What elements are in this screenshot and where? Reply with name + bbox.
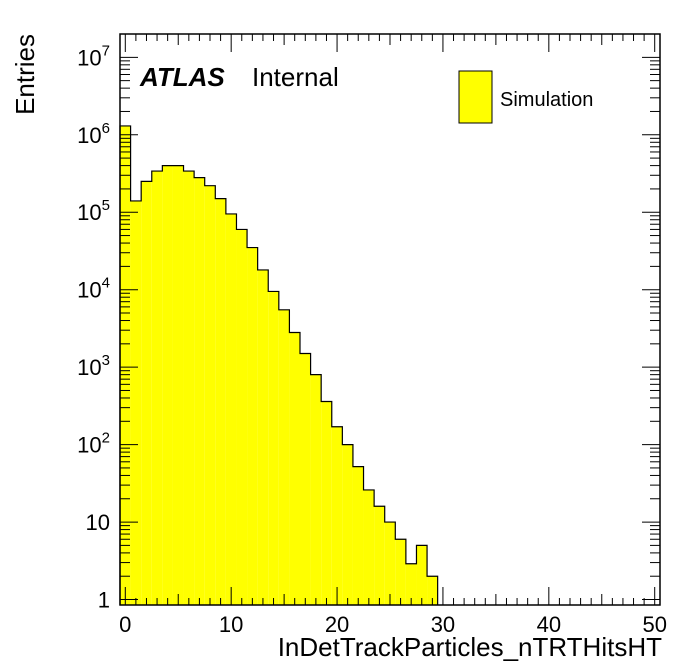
atlas-label: ATLAS xyxy=(139,62,225,92)
y-tick-label: 10 xyxy=(86,510,110,535)
y-tick-label: 103 xyxy=(77,352,110,380)
y-tick-label: 106 xyxy=(77,120,110,148)
x-tick-label: 10 xyxy=(219,612,243,637)
histogram-bar xyxy=(427,576,438,605)
histogram-bar xyxy=(405,563,417,605)
histogram-bar xyxy=(120,125,131,605)
legend-label: Simulation xyxy=(500,89,593,111)
histogram-bar xyxy=(300,353,311,605)
y-tick-label: 1 xyxy=(98,588,110,613)
histogram-bar xyxy=(384,522,396,605)
histogram-bar xyxy=(416,545,428,605)
legend-swatch xyxy=(458,70,493,124)
x-tick-label: 40 xyxy=(537,612,561,637)
histogram-bar xyxy=(331,426,343,605)
histogram-bar xyxy=(225,213,237,606)
histogram-bar xyxy=(257,269,269,605)
y-tick-label: 104 xyxy=(77,275,110,303)
x-tick-label: 20 xyxy=(325,612,349,637)
x-tick-label: 30 xyxy=(431,612,455,637)
histogram-bar xyxy=(194,177,205,605)
y-tick-labels: 1 10 102 103 104 105 106 107 xyxy=(77,42,110,612)
histogram-bars xyxy=(119,125,439,606)
histogram-bar xyxy=(151,171,163,605)
histogram-bar xyxy=(342,444,353,605)
histogram-bar xyxy=(236,229,248,605)
y-tick-label: 102 xyxy=(77,430,110,458)
histogram-bar xyxy=(183,171,195,605)
histogram-outline xyxy=(119,125,439,605)
histogram-bar xyxy=(278,309,290,605)
histogram-bar xyxy=(268,291,279,605)
histogram-bar xyxy=(130,200,142,606)
histogram-bar xyxy=(247,247,258,605)
internal-label: Internal xyxy=(252,62,339,92)
histogram-bar xyxy=(172,165,184,605)
histogram-bar xyxy=(204,185,216,605)
histogram-bar xyxy=(395,539,406,605)
histogram-bar xyxy=(310,374,322,605)
x-tick-label: 0 xyxy=(119,612,131,637)
x-axis-title: InDetTrackParticles_nTRTHitsHT xyxy=(278,632,662,662)
x-tick-label: 50 xyxy=(642,612,666,637)
histogram-bar xyxy=(141,181,152,606)
histogram-bar xyxy=(363,489,375,605)
histogram-bar xyxy=(162,165,173,605)
histogram-bar xyxy=(215,198,226,605)
x-tick-labels: 0 10 20 30 40 50 xyxy=(119,612,667,637)
y-tick-label: 105 xyxy=(77,197,110,225)
histogram-bar xyxy=(289,332,300,605)
histogram-bar xyxy=(352,466,364,605)
histogram-bar xyxy=(321,401,332,605)
y-tick-label: 107 xyxy=(77,42,110,70)
y-axis-title: Entries xyxy=(10,34,40,115)
histogram-bar xyxy=(374,506,385,605)
axis-ticks xyxy=(120,33,660,605)
